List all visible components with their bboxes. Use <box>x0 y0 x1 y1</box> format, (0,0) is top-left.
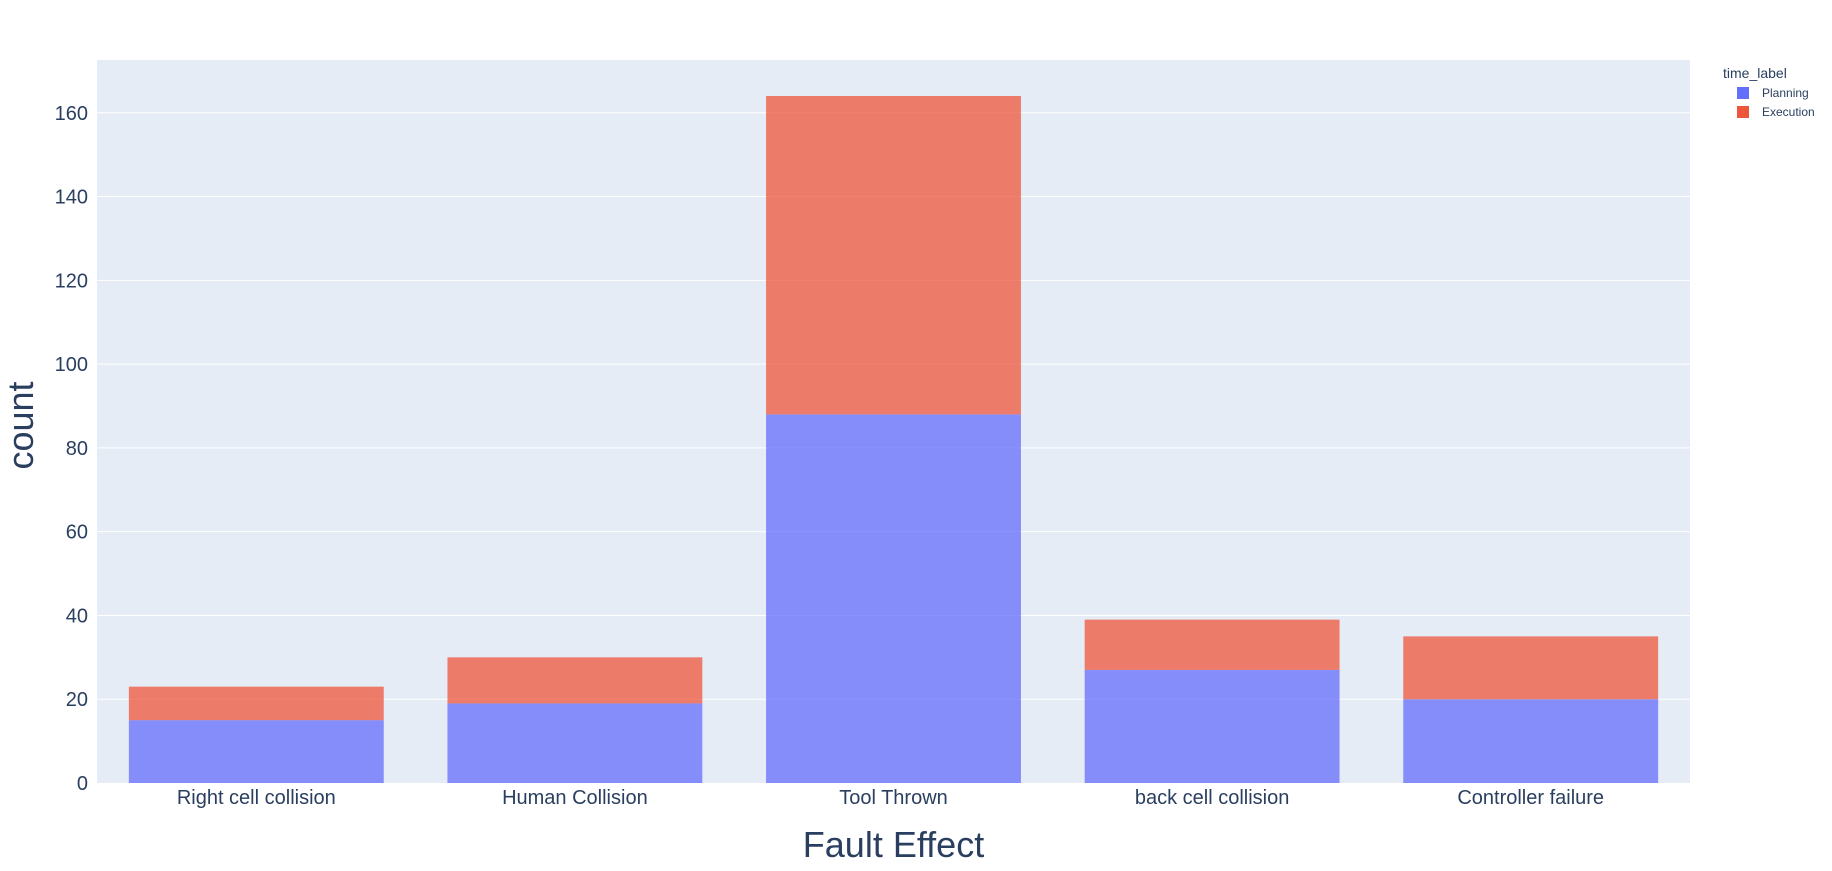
legend-label-execution: Execution <box>1762 105 1815 119</box>
legend-swatch-planning <box>1737 87 1749 99</box>
bar-execution <box>766 96 1021 415</box>
y-tick-label: 0 <box>77 773 88 795</box>
legend-label-planning: Planning <box>1762 86 1809 100</box>
bar-planning <box>1403 699 1659 783</box>
legend-swatch-execution <box>1737 106 1749 118</box>
y-tick-label: 40 <box>66 605 88 627</box>
bar-execution <box>1084 619 1340 670</box>
y-tick-label: 20 <box>66 689 88 711</box>
y-tick-label: 60 <box>66 522 88 544</box>
x-tick-label: Tool Thrown <box>839 787 948 809</box>
legend[interactable]: time_label Planning Execution <box>1723 65 1815 119</box>
y-tick-label: 140 <box>55 187 88 209</box>
y-tick-label: 120 <box>55 270 88 292</box>
legend-title: time_label <box>1723 65 1787 81</box>
bar-planning <box>1084 669 1340 783</box>
bar-planning <box>766 414 1021 783</box>
y-tick-label: 100 <box>55 354 88 376</box>
bar-execution <box>447 657 703 704</box>
bars <box>128 96 1659 783</box>
bar-planning <box>128 720 384 783</box>
y-tick-label: 80 <box>66 438 88 460</box>
bar-execution <box>1403 636 1659 700</box>
x-axis-title: Fault Effect <box>803 824 984 865</box>
x-axis-ticks: Right cell collision Human Collision Tool … <box>177 787 1604 809</box>
x-tick-label: Human Collision <box>502 787 648 809</box>
bar-planning <box>447 703 703 783</box>
y-axis-title: count <box>0 381 41 469</box>
y-tick-label: 160 <box>55 103 88 125</box>
x-tick-label: Controller failure <box>1457 787 1604 809</box>
x-tick-label: back cell collision <box>1135 787 1290 809</box>
bar-execution <box>128 686 384 721</box>
x-tick-label: Right cell collision <box>177 787 336 809</box>
y-axis-ticks: 0 20 40 60 80 100 120 140 160 <box>55 103 88 795</box>
